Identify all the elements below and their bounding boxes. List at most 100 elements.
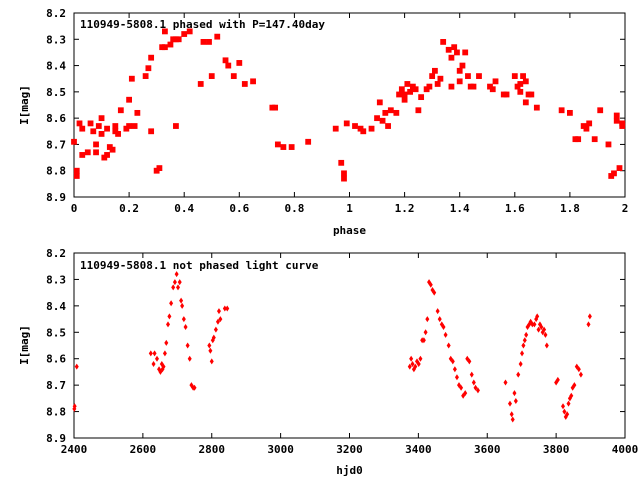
x-tick-label: 3000: [267, 443, 294, 456]
data-point: [142, 73, 149, 79]
data-point: [465, 73, 471, 79]
data-point: [250, 78, 256, 85]
data-point: [418, 94, 425, 101]
data-point: [503, 91, 510, 98]
data-point: [175, 36, 182, 43]
data-point: [93, 149, 99, 156]
data-point: [619, 120, 626, 127]
data-point: [503, 379, 508, 386]
data-point: [572, 382, 577, 389]
data-point: [179, 297, 184, 304]
data-point: [613, 117, 620, 124]
data-point: [587, 313, 592, 320]
data-point: [434, 81, 441, 87]
data-point: [167, 41, 174, 48]
data-point: [84, 149, 91, 156]
x-tick-label: 0.6: [229, 202, 249, 215]
data-point: [448, 54, 455, 61]
data-point: [341, 175, 347, 182]
x-tick-label: 0: [71, 202, 78, 215]
data-point: [470, 83, 477, 90]
y-tick-label: 8.5: [46, 326, 66, 339]
data-point: [507, 400, 512, 407]
data-point: [213, 326, 218, 333]
data-point: [343, 120, 350, 127]
data-point: [379, 117, 386, 124]
x-tick-label: 0.2: [119, 202, 139, 215]
x-tick-label: 1.4: [450, 202, 470, 215]
data-point: [211, 334, 216, 341]
data-point: [104, 152, 110, 158]
data-point: [360, 128, 367, 135]
data-point: [225, 62, 232, 69]
unphased-light-curve-panel: 110949-5808.1 not phased light curve hjd…: [18, 247, 638, 477]
x-tick-label: 3600: [474, 443, 501, 456]
data-point: [473, 384, 478, 391]
data-point: [177, 279, 182, 286]
data-point: [76, 120, 83, 127]
y-tick-label: 8.2: [46, 247, 66, 260]
data-point: [376, 99, 383, 106]
x-tick-label: 1.6: [505, 202, 525, 215]
data-point: [586, 120, 593, 127]
data-point: [586, 321, 591, 328]
y-tick-label: 8.2: [46, 7, 66, 20]
data-point: [566, 400, 571, 407]
data-point: [90, 128, 97, 135]
data-point: [567, 109, 573, 116]
data-point: [452, 366, 457, 373]
data-point: [415, 107, 422, 114]
data-point: [522, 78, 529, 85]
data-point: [241, 81, 248, 87]
data-point: [115, 131, 121, 137]
data-point: [382, 109, 389, 116]
data-point: [230, 73, 237, 79]
data-point: [145, 65, 152, 72]
data-point: [396, 91, 402, 98]
data-point: [288, 144, 295, 150]
data-point: [509, 411, 514, 418]
x-tick-label: 1.2: [395, 202, 415, 215]
y-tick-label: 8.8: [46, 406, 66, 419]
data-points: [71, 28, 626, 182]
data-point: [450, 358, 455, 365]
data-point: [112, 123, 119, 129]
x-tick-label: 0.8: [284, 202, 304, 215]
data-point: [423, 329, 428, 336]
data-point: [451, 44, 458, 51]
data-point: [535, 313, 540, 320]
data-point: [407, 88, 414, 95]
data-point: [387, 107, 394, 114]
x-tick-label: 1.8: [560, 202, 580, 215]
data-point: [511, 73, 518, 79]
data-point: [569, 392, 574, 399]
data-point: [181, 316, 186, 323]
plot-frame: [73, 252, 626, 439]
data-point: [187, 355, 192, 362]
x-tick-label: 2: [622, 202, 629, 215]
data-point: [208, 73, 215, 79]
data-point: [236, 60, 243, 66]
data-point: [555, 376, 560, 383]
data-point: [215, 318, 220, 325]
data-point: [476, 73, 482, 79]
data-point: [171, 284, 176, 291]
data-point: [71, 138, 77, 145]
data-point: [183, 324, 188, 330]
data-point: [374, 115, 380, 122]
data-point: [533, 104, 540, 111]
data-point: [489, 86, 496, 93]
data-point: [152, 350, 157, 357]
y-tick-label: 8.6: [46, 353, 66, 366]
data-point: [522, 337, 527, 344]
x-tick-label: 2600: [130, 443, 157, 456]
data-point: [169, 300, 174, 307]
data-point: [332, 125, 339, 132]
x-tick-label: 2400: [61, 443, 88, 456]
y-tick-label: 8.4: [46, 300, 66, 313]
data-point: [151, 361, 156, 367]
data-point: [181, 31, 188, 37]
y-tick-label: 8.6: [46, 112, 66, 125]
data-point: [542, 326, 547, 333]
data-point: [459, 384, 464, 391]
